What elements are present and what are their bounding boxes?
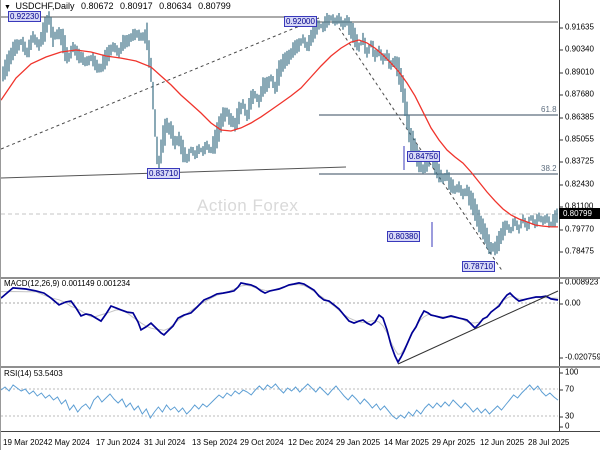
rsi-indicator-label: RSI(14) 53.5403 [4, 369, 63, 378]
rsi-axis-label: 70 [559, 384, 574, 394]
y-axis-label: 0.87680 [559, 89, 594, 99]
x-axis-label: 14 Mar 2025 [384, 438, 429, 447]
x-axis-label: 19 Mar 2024 [3, 438, 48, 447]
symbol-period-label: USDCHF,Daily [15, 1, 75, 11]
macd-signal-line [1, 284, 559, 355]
y-axis-label: 0.82430 [559, 179, 594, 189]
trendline-2 [338, 27, 504, 273]
x-axis-label: 31 Jul 2024 [144, 438, 186, 447]
price-axis[interactable]: 0.91635 0.90340 0.89010 0.87680 0.86385 0.850… [558, 0, 600, 431]
x-axis-label: 12 Dec 2024 [288, 438, 334, 447]
y-axis-label: 0.79770 [559, 224, 594, 234]
x-axis-label: 29 Apr 2025 [432, 438, 476, 447]
quote-open: 0.80672 [80, 1, 114, 11]
x-axis-label: 12 Jun 2025 [480, 438, 525, 447]
quote-high: 0.80917 [120, 1, 153, 11]
trendline-1 [1, 17, 320, 150]
y-axis-label: 0.86385 [559, 112, 594, 122]
macd-main-line [1, 281, 559, 364]
macd-axis-label: 0.00 [559, 298, 581, 308]
x-axis-label: 2 May 2024 [48, 438, 90, 447]
watermark: Action Forex [197, 196, 299, 215]
moving-average-line [1, 39, 558, 228]
y-axis-label: 0.81100 [558, 201, 594, 211]
y-axis-label: 0.78475 [559, 246, 594, 256]
macd-trendline [397, 290, 559, 365]
quote-low: 0.80634 [159, 1, 192, 11]
macd-indicator-label: MACD(12,26,9) 0.001149 0.001234 [4, 279, 131, 288]
level-label-0.92000[interactable]: 0.92000 [284, 16, 317, 27]
fib-label-61.8: 61.8 [541, 105, 557, 114]
candlesticks [2, 11, 558, 256]
level-label-0.92230[interactable]: 0.92230 [8, 11, 41, 22]
pane-separator-rsi[interactable] [1, 366, 600, 368]
x-axis-label: 29 Oct 2024 [240, 438, 284, 447]
y-axis-label: 0.91635 [559, 22, 594, 32]
rsi-axis-label: 0 [558, 421, 570, 431]
time-axis[interactable]: 19 Mar 2024 2 May 2024 17 Jun 2024 31 Jul 2… [1, 431, 600, 450]
fib-label-38.2: 38.2 [541, 164, 557, 173]
macd-axis-label: 0.008923 [558, 277, 599, 287]
y-axis-label: 0.85055 [559, 134, 594, 144]
rsi-axis-label: 30 [559, 411, 574, 421]
x-axis-label: 13 Sep 2024 [192, 438, 238, 447]
chart-canvas[interactable] [1, 0, 559, 450]
current-price-badge: 0.80799 [559, 208, 600, 219]
y-axis-label: 0.90340 [559, 44, 594, 54]
x-axis-label: 29 Jan 2025 [336, 438, 381, 447]
pane-separator-macd[interactable] [1, 277, 600, 279]
collapse-indicators-icon[interactable]: ▼ [4, 4, 11, 11]
x-axis-label: 28 Jul 2025 [528, 438, 570, 447]
x-axis-label: 17 Jun 2024 [96, 438, 141, 447]
rsi-axis-label: 100 [558, 367, 579, 377]
level-label-0.83710[interactable]: 0.83710 [147, 168, 180, 179]
macd-axis-label: -0.020759 [558, 352, 600, 362]
y-axis-label: 0.83725 [559, 156, 594, 166]
y-axis-label: 0.89010 [559, 67, 594, 77]
level-label-0.78710[interactable]: 0.78710 [462, 261, 495, 272]
level-label-0.80380[interactable]: 0.80380 [387, 231, 420, 242]
level-label-0.84750[interactable]: 0.84750 [407, 151, 440, 162]
quote-close: 0.80799 [198, 1, 231, 11]
rsi-line [1, 383, 559, 420]
chart-title-bar: ▼ USDCHF,Daily 0.80672 0.80917 0.80634 0… [4, 1, 231, 11]
